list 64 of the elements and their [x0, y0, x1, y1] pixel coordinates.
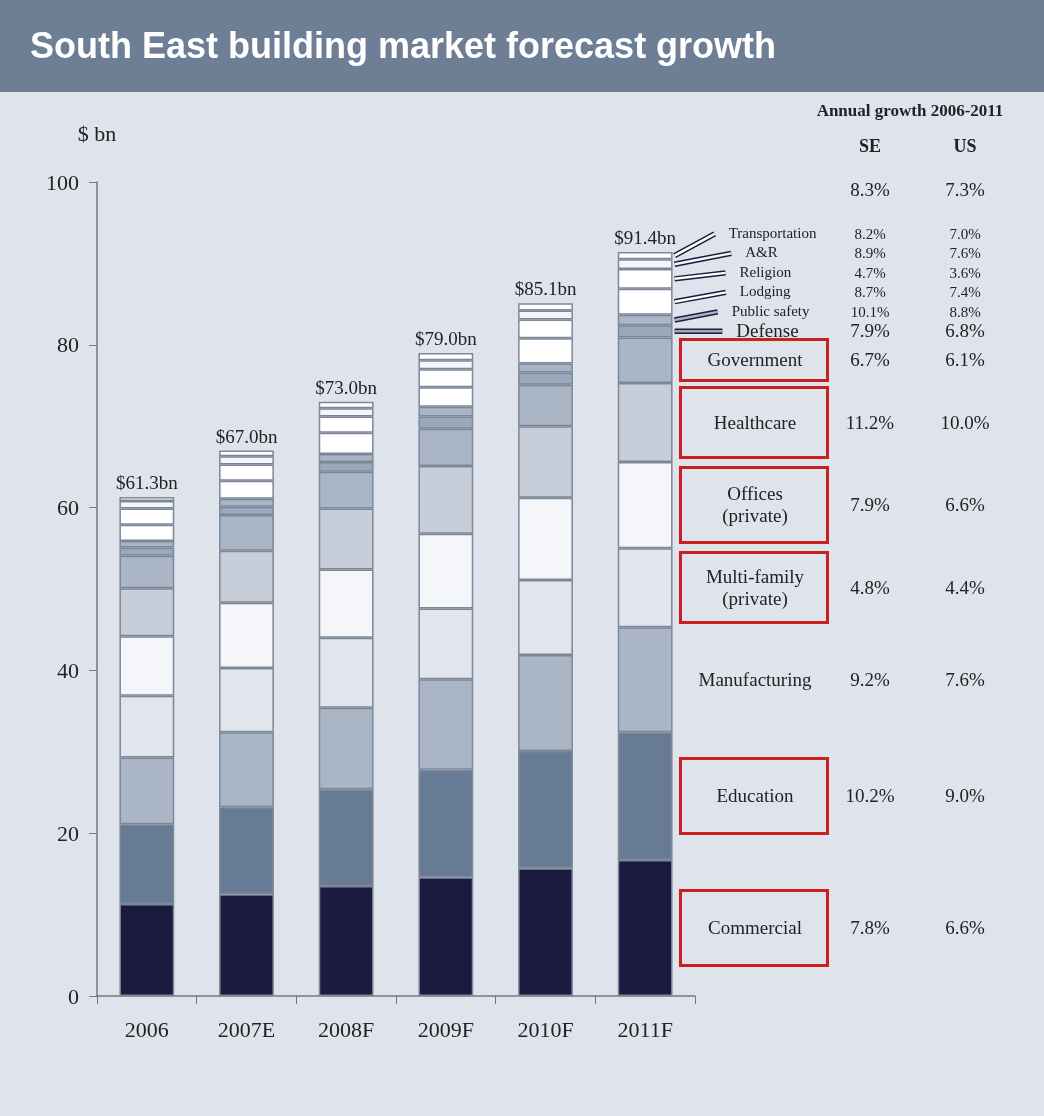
text: 9.0% [945, 785, 985, 808]
text: 10.2% [845, 785, 895, 808]
y-tick-label: 20 [57, 820, 79, 846]
text: 11.2% [845, 411, 895, 434]
text: Transportation [728, 225, 817, 243]
text: 7.8% [850, 917, 890, 940]
y-tick-label: 60 [57, 495, 79, 521]
series-label: Multi-family (private) [704, 565, 806, 610]
text: 8.9% [854, 244, 886, 262]
text: 4.8% [850, 576, 890, 599]
text: 6.1% [945, 349, 985, 372]
total-label: $79.0bn [414, 327, 478, 349]
text: 8.8% [949, 303, 981, 321]
series-label: Commercial [708, 917, 802, 939]
y-tick-label: 80 [57, 332, 79, 358]
text: 7.6% [945, 668, 985, 691]
x-tick-label: 2008F [318, 1016, 375, 1042]
series-label: Manufacturing [698, 668, 812, 691]
total-label: $73.0bn [315, 376, 378, 398]
total-label: $61.3bn [115, 472, 179, 494]
text: Offices (private) [721, 483, 789, 527]
x-tick-label: 2009F [417, 1016, 474, 1042]
text: 9.2% [850, 668, 890, 691]
legend-label: Religion [739, 264, 792, 282]
text: Education [716, 785, 794, 808]
text: 6.7% [850, 349, 890, 372]
text: 4.7% [854, 264, 886, 282]
text: 7.4% [949, 283, 981, 301]
y-axis-title: $ bn [77, 120, 117, 146]
text: 7.6% [949, 244, 981, 262]
x-tick-label: 2007E [217, 1016, 276, 1042]
x-tick-label: 2011F [617, 1016, 673, 1042]
x-tick-label: 2006 [124, 1016, 169, 1042]
text: 4.4% [945, 576, 985, 599]
text: SE [858, 135, 882, 157]
y-tick-label: 100 [46, 169, 79, 195]
text: 10.0% [940, 411, 990, 434]
text: 7.9% [850, 494, 890, 517]
text: 3.6% [949, 264, 981, 282]
total-label: $67.0bn [215, 425, 278, 447]
legend-label: Lodging [739, 283, 791, 301]
legend-label: Defense [736, 320, 799, 343]
text: 7.0% [949, 225, 981, 243]
y-tick-label: 0 [68, 983, 79, 1009]
text: 6.8% [945, 320, 985, 343]
text: US [953, 135, 977, 157]
legend-label: A&R [745, 244, 778, 262]
text: 8.7% [854, 283, 886, 301]
y-tick-label: 40 [57, 657, 79, 683]
legend-label: Public safety [731, 303, 810, 321]
series-label: Government [707, 349, 803, 372]
text: 6.6% [945, 917, 985, 940]
text: 7.9% [850, 320, 890, 343]
text: 6.6% [945, 494, 985, 517]
text: 8.2% [854, 225, 886, 243]
text: 10.1% [850, 303, 890, 321]
total-label: $91.4bn [614, 227, 677, 248]
text: Annual growth 2006-2011 [816, 101, 1004, 121]
text: 7.3% [945, 179, 985, 201]
text: Healthcare [713, 411, 797, 434]
x-tick-label: 2010F [517, 1016, 574, 1042]
chart-title: South East building market forecast growth [0, 0, 1044, 92]
total-label: $85.1bn [514, 278, 577, 300]
text: 8.3% [850, 179, 890, 201]
